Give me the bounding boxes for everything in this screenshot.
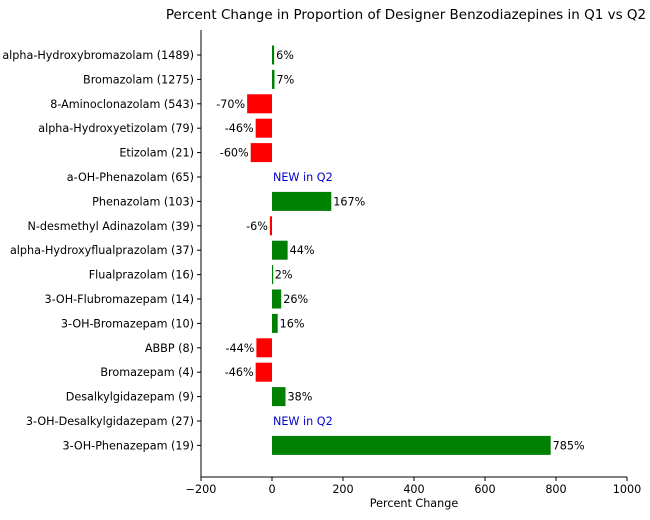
data-label: 785%: [553, 439, 585, 452]
bar: [272, 435, 551, 455]
category-label: Bromazolam (1275): [83, 73, 194, 86]
bar: [272, 45, 275, 65]
x-tick-label: −200: [186, 483, 217, 496]
category-label: Flualprazolam (16): [89, 269, 194, 282]
data-label: 167%: [333, 195, 365, 208]
x-axis-title: Percent Change: [370, 497, 459, 510]
x-tick-label: 400: [403, 483, 424, 496]
x-axis: −200 0 200 400 600 800 1000: [186, 54, 641, 496]
data-label: 44%: [290, 244, 315, 257]
bar: [256, 338, 272, 358]
category-label: 3-OH-Phenazepam (19): [62, 439, 194, 452]
x-tick-label: 800: [545, 483, 566, 496]
x-tick-label: 1000: [613, 483, 641, 496]
bar: [272, 313, 278, 333]
bar: [255, 118, 272, 138]
bar: [272, 289, 282, 309]
data-label: 7%: [276, 73, 294, 86]
data-label: -60%: [220, 147, 249, 160]
data-label: 26%: [283, 293, 308, 306]
data-label: -70%: [216, 98, 245, 111]
new-in-q2-label: NEW in Q2: [273, 415, 333, 428]
category-label: Bromazepam (4): [100, 366, 194, 379]
x-tick-label: 200: [332, 483, 353, 496]
category-label: Phenazolam (103): [92, 195, 194, 208]
category-label: alpha-Hydroxyflualprazolam (37): [10, 244, 194, 257]
bar: [272, 240, 288, 260]
bars-layer: [247, 45, 551, 455]
x-tick-label: 600: [474, 483, 495, 496]
category-label: 3-OH-Bromazepam (10): [61, 317, 194, 330]
x-tick-label: 0: [268, 483, 275, 496]
bar: [272, 69, 275, 89]
bar: [250, 143, 272, 163]
category-label: 3-OH-Desalkylgidazepam (27): [26, 415, 194, 428]
data-label: -46%: [225, 122, 254, 135]
data-label: 6%: [276, 49, 294, 62]
chart-title: Percent Change in Proportion of Designer…: [166, 7, 646, 23]
category-label: alpha-Hydroxyetizolam (79): [38, 122, 194, 135]
category-label: 8-Aminoclonazolam (543): [50, 98, 194, 111]
data-label: 2%: [275, 269, 293, 282]
data-label: -46%: [225, 366, 254, 379]
bar: [272, 387, 286, 407]
bar: [269, 216, 272, 236]
new-in-q2-label: NEW in Q2: [273, 171, 333, 184]
bar: [272, 265, 274, 285]
category-label: 3-OH-Flubromazepam (14): [44, 293, 194, 306]
category-label: N-desmethyl Adinazolam (39): [28, 220, 194, 233]
category-labels: alpha-Hydroxybromazolam (1489) Bromazolam…: [2, 49, 194, 452]
bar: [247, 94, 272, 114]
data-label: -44%: [225, 342, 254, 355]
category-label: Desalkylgidazepam (9): [66, 391, 194, 404]
category-label: alpha-Hydroxybromazolam (1489): [2, 49, 194, 62]
category-label: a-OH-Phenazolam (65): [67, 171, 194, 184]
bar: [272, 191, 332, 211]
data-labels: 6%7%-70%-46%-60%NEW in Q2167%-6%44%2%26%…: [216, 49, 585, 452]
category-label: ABBP (8): [145, 342, 194, 355]
data-label: 16%: [280, 317, 305, 330]
category-label: Etizolam (21): [119, 147, 194, 160]
data-label: 38%: [287, 391, 312, 404]
data-label: -6%: [246, 220, 268, 233]
bar: [255, 362, 272, 382]
